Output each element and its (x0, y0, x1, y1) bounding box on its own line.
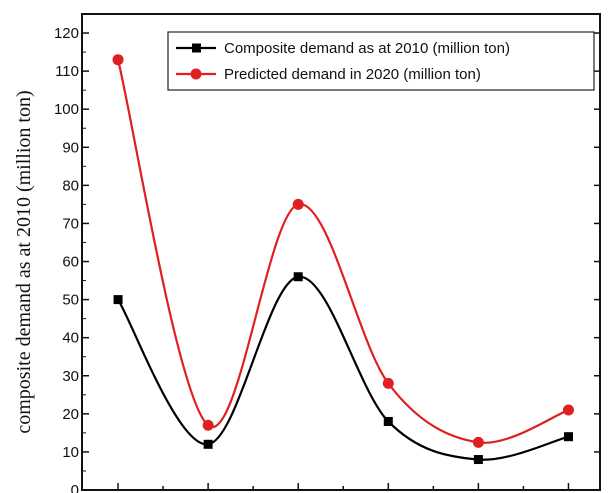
y-tick-label: 40 (62, 330, 79, 347)
y-tick-label: 20 (62, 406, 79, 423)
y-tick-label: 30 (62, 368, 79, 385)
y-tick-label: 50 (62, 292, 79, 309)
legend-label: Composite demand as at 2010 (million ton… (224, 40, 510, 57)
series-line-2 (116, 59, 569, 444)
data-point-square (473, 455, 483, 465)
y-tick-label: 60 (62, 254, 79, 271)
y-tick-label: 10 (62, 444, 79, 461)
data-point-square (563, 432, 573, 442)
legend-box (167, 31, 595, 91)
y-axis: 0 10 20 30 40 50 60 70 80 90 100 110 120 (54, 25, 600, 493)
series-lines (112, 54, 574, 465)
y-tick-label: 90 (62, 139, 79, 156)
y-tick-label: 120 (54, 25, 79, 42)
legend-marker-square (192, 43, 201, 53)
data-point-circle (562, 404, 574, 416)
data-point-square (293, 272, 303, 282)
data-point-square (113, 295, 123, 305)
plot-area-border (81, 13, 601, 491)
data-point-circle (472, 436, 484, 448)
y-tick-label: 0 (71, 482, 79, 493)
y-tick-label: 70 (62, 215, 79, 232)
y-tick-label: 110 (55, 63, 79, 80)
data-point-circle (202, 419, 214, 431)
x-axis (117, 483, 570, 490)
legend-marker-circle (190, 68, 202, 80)
legend-label: Predicted demand in 2020 (million ton) (224, 66, 481, 83)
data-point-square (203, 439, 213, 449)
data-point-square (383, 416, 393, 426)
data-point-circle (382, 377, 394, 389)
y-tick-label: 80 (62, 177, 79, 194)
y-axis-title: composite demand as at 2010 (million ton… (13, 90, 35, 433)
series-line-1 (117, 275, 569, 461)
legend: Composite demand as at 2010 (million ton… (167, 31, 595, 91)
y-tick-label: 100 (54, 101, 79, 118)
data-point-circle (292, 198, 304, 210)
plot-frame (81, 13, 601, 491)
data-point-circle (112, 54, 124, 66)
